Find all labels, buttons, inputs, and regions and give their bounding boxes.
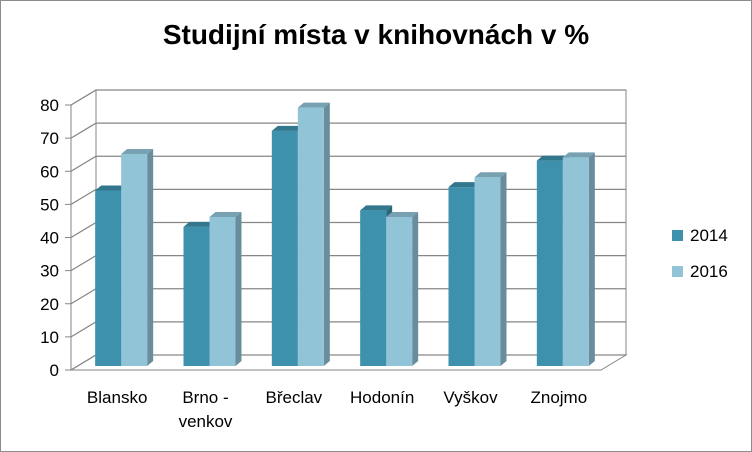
x-tick-label: Břeclav bbox=[265, 388, 322, 407]
y-tick-label: 30 bbox=[40, 262, 59, 281]
x-tick-label: Hodonín bbox=[350, 388, 414, 407]
bar-2016-5 bbox=[562, 152, 595, 366]
bar-2016-1 bbox=[209, 211, 242, 366]
y-tick-label: 20 bbox=[40, 295, 59, 314]
legend-label-2014: 2014 bbox=[690, 226, 728, 245]
gridline bbox=[70, 122, 626, 139]
x-tick-label: Vyškov bbox=[443, 388, 498, 407]
y-tick-label: 40 bbox=[40, 229, 59, 248]
legend-label-2016: 2016 bbox=[690, 262, 728, 281]
gridline bbox=[70, 155, 626, 172]
y-tick-label: 60 bbox=[40, 162, 59, 181]
x-tick-label: Brno - bbox=[182, 388, 228, 407]
bar-2016-0 bbox=[121, 149, 154, 366]
x-tick-label: Znojmo bbox=[530, 388, 587, 407]
x-tick-label: Blansko bbox=[87, 388, 147, 407]
bar-2016-4 bbox=[474, 172, 507, 366]
gridline bbox=[70, 89, 626, 106]
y-tick-label: 70 bbox=[40, 129, 59, 148]
y-tick-label: 0 bbox=[50, 361, 59, 380]
chart-title: Studijní místa v knihovnách v % bbox=[162, 19, 590, 50]
y-tick-label: 80 bbox=[40, 96, 59, 115]
bar-2016-2 bbox=[297, 102, 330, 366]
bar-2016-3 bbox=[386, 211, 419, 366]
x-tick-label: venkov bbox=[179, 412, 233, 431]
y-tick-label: 50 bbox=[40, 195, 59, 214]
y-tick-label: 10 bbox=[40, 328, 59, 347]
legend-swatch-2014 bbox=[672, 230, 683, 241]
legend-swatch-2016 bbox=[672, 266, 683, 277]
